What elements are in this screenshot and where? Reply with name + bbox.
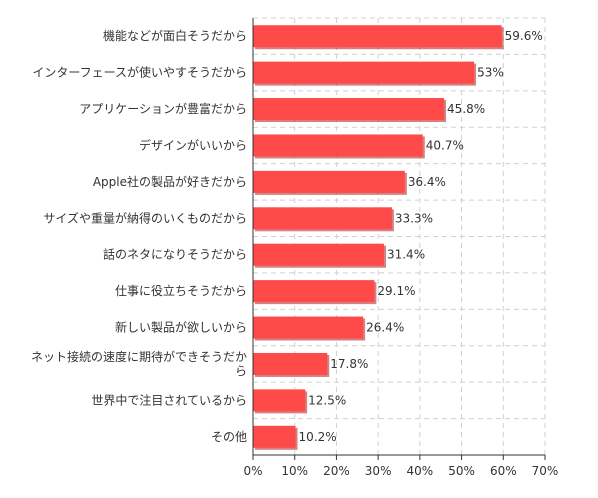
x-tick-label: 60% bbox=[490, 464, 517, 478]
category-label: ネット接続の速度に期待ができそうだから bbox=[31, 349, 247, 378]
category-label: アプリケーションが豊富だから bbox=[79, 101, 247, 116]
x-tick-label: 50% bbox=[448, 464, 475, 478]
bar bbox=[253, 352, 328, 375]
bar bbox=[253, 98, 445, 121]
bar bbox=[253, 389, 306, 412]
category-label: 話のネタになりそうだから bbox=[103, 247, 247, 262]
category-label: 機能などが面白そうだから bbox=[103, 28, 247, 43]
bar bbox=[253, 25, 502, 48]
data-label: 12.5% bbox=[308, 393, 346, 407]
x-tick-label: 20% bbox=[323, 464, 350, 478]
data-label: 59.6% bbox=[505, 29, 543, 43]
category-label: Apple社の製品が好きだから bbox=[93, 174, 247, 189]
bar bbox=[253, 134, 423, 157]
data-label: 36.4% bbox=[408, 175, 446, 189]
data-label: 10.2% bbox=[299, 430, 337, 444]
data-label: 40.7% bbox=[426, 138, 464, 152]
bar bbox=[253, 316, 364, 339]
data-label: 17.8% bbox=[330, 357, 368, 371]
x-tick-label: 30% bbox=[365, 464, 392, 478]
bar bbox=[253, 425, 296, 448]
bar bbox=[253, 170, 405, 193]
x-tick-label: 0% bbox=[243, 464, 262, 478]
data-label: 33.3% bbox=[395, 211, 433, 225]
x-tick-label: 40% bbox=[407, 464, 434, 478]
data-label: 31.4% bbox=[387, 248, 425, 262]
category-label: 仕事に役立ちそうだから bbox=[115, 283, 247, 298]
category-label: インターフェースが使いやすそうだから bbox=[32, 65, 247, 80]
category-label: その他 bbox=[211, 430, 247, 444]
category-label: デザインがいいから bbox=[139, 137, 247, 152]
category-label: 世界中で注目されているから bbox=[91, 392, 247, 407]
data-label: 26.4% bbox=[366, 321, 404, 335]
x-tick-label: 70% bbox=[532, 464, 559, 478]
category-label: サイズや重量が納得のいくものだから bbox=[43, 210, 247, 225]
bar bbox=[253, 61, 475, 84]
bar bbox=[253, 280, 375, 303]
bar bbox=[253, 207, 392, 230]
data-label: 29.1% bbox=[377, 284, 415, 298]
data-label: 53% bbox=[477, 66, 504, 80]
category-label: 新しい製品が欲しいから bbox=[115, 320, 247, 335]
bar bbox=[253, 243, 384, 266]
data-label: 45.8% bbox=[447, 102, 485, 116]
x-tick-label: 10% bbox=[281, 464, 308, 478]
